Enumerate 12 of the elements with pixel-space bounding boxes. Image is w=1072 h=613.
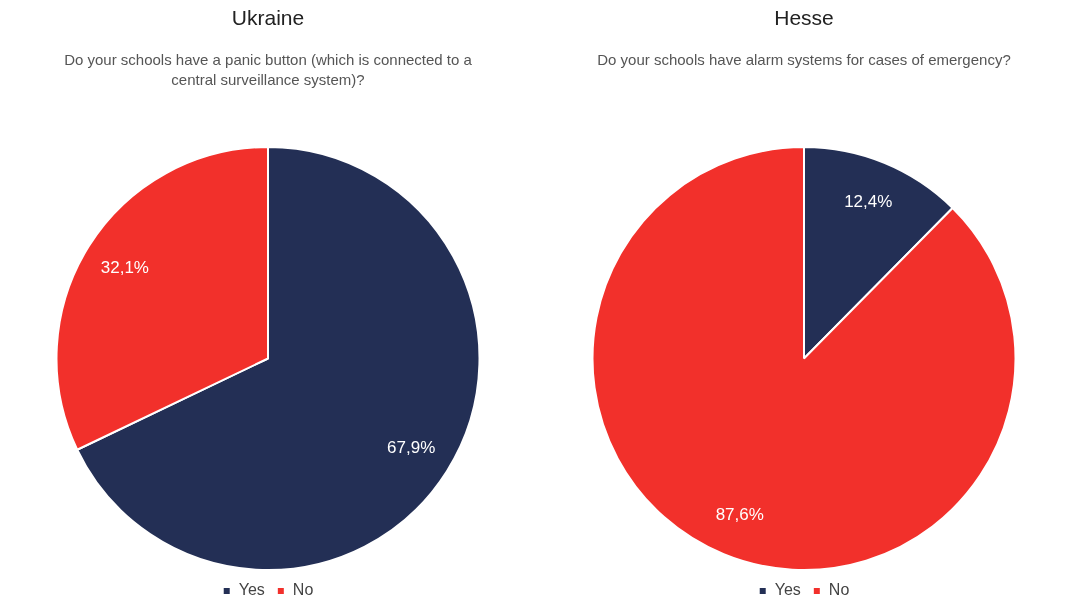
data-label: 67,9%: [387, 438, 436, 458]
chart-title: Hesse: [773, 6, 835, 30]
chart-subtitle: Do your schools have a panic button (which is connected to a central surveillance system)?: [63, 50, 473, 90]
data-label: 12,4%: [844, 191, 893, 211]
chart-subtitle: Do your schools have alarm systems for cases of emergency?: [596, 50, 1012, 70]
chart-title: Ukraine: [230, 6, 306, 30]
legend-label: Yes: [238, 581, 265, 599]
legend-label: Yes: [774, 581, 801, 599]
data-label: 32,1%: [100, 257, 149, 277]
data-label: 87,6%: [715, 504, 764, 524]
legend-label: No: [292, 581, 314, 599]
legend-label: No: [828, 581, 850, 599]
